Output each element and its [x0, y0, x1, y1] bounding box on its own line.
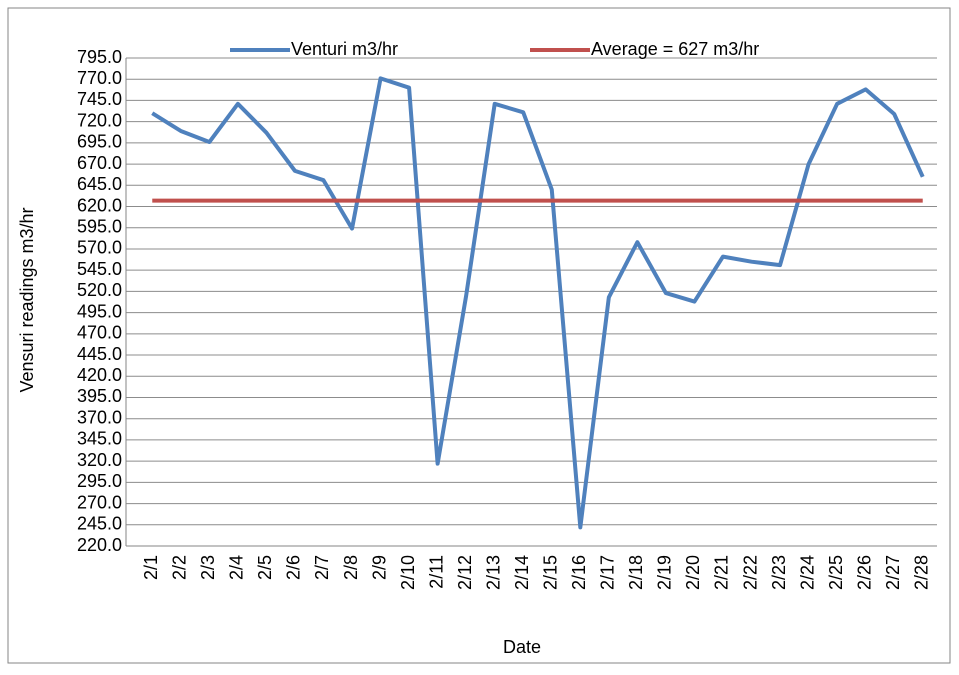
- y-tick-label: 645.0: [77, 174, 122, 194]
- x-tick-label: 2/27: [883, 555, 903, 590]
- x-tick-label: 2/4: [227, 555, 247, 580]
- x-axis-label: Date: [503, 637, 541, 657]
- x-tick-label: 2/6: [284, 555, 304, 580]
- y-tick-label: 395.0: [77, 386, 122, 406]
- x-tick-label: 2/1: [141, 555, 161, 580]
- x-tick-label: 2/3: [198, 555, 218, 580]
- x-tick-label: 2/10: [398, 555, 418, 590]
- y-tick-label: 570.0: [77, 238, 122, 258]
- y-axis-label: Vensuri readings m3/hr: [17, 207, 37, 392]
- y-tick-label: 320.0: [77, 450, 122, 470]
- x-tick-label: 2/25: [826, 555, 846, 590]
- x-tick-label: 2/26: [854, 555, 874, 590]
- y-tick-label: 270.0: [77, 492, 122, 512]
- x-tick-label: 2/15: [541, 555, 561, 590]
- y-tick-label: 670.0: [77, 153, 122, 173]
- y-tick-label: 470.0: [77, 323, 122, 343]
- x-tick-label: 2/16: [569, 555, 589, 590]
- y-tick-label: 420.0: [77, 365, 122, 385]
- y-tick-label: 695.0: [77, 132, 122, 152]
- y-tick-label: 745.0: [77, 89, 122, 109]
- x-tick-label: 2/11: [426, 555, 446, 589]
- y-tick-label: 595.0: [77, 216, 122, 236]
- x-tick-label: 2/7: [312, 555, 332, 580]
- y-tick-label: 720.0: [77, 110, 122, 130]
- x-tick-label: 2/2: [170, 555, 190, 580]
- x-tick-label: 2/23: [769, 555, 789, 590]
- y-tick-label: 770.0: [77, 68, 122, 88]
- x-tick-label: 2/12: [455, 555, 475, 590]
- legend-label: Average = 627 m3/hr: [591, 39, 759, 59]
- x-tick-label: 2/9: [369, 555, 389, 580]
- x-tick-label: 2/5: [255, 555, 275, 580]
- x-tick-label: 2/19: [655, 555, 675, 590]
- x-tick-label: 2/17: [598, 555, 618, 590]
- y-tick-label: 445.0: [77, 344, 122, 364]
- x-tick-label: 2/20: [683, 555, 703, 590]
- x-tick-label: 2/21: [712, 555, 732, 590]
- y-tick-label: 295.0: [77, 471, 122, 491]
- y-tick-label: 220.0: [77, 535, 122, 555]
- y-tick-label: 620.0: [77, 195, 122, 215]
- y-tick-label: 245.0: [77, 514, 122, 534]
- x-tick-label: 2/28: [911, 555, 931, 590]
- chart-border: [7, 7, 951, 664]
- x-tick-label: 2/8: [341, 555, 361, 580]
- x-tick-label: 2/22: [740, 555, 760, 590]
- y-tick-label: 795.0: [77, 47, 122, 67]
- y-tick-label: 520.0: [77, 280, 122, 300]
- x-tick-label: 2/14: [512, 555, 532, 590]
- x-tick-label: 2/24: [797, 555, 817, 590]
- y-tick-label: 345.0: [77, 429, 122, 449]
- y-tick-label: 545.0: [77, 259, 122, 279]
- series-line: [151, 76, 925, 530]
- x-tick-label: 2/13: [483, 555, 503, 590]
- y-tick-label: 495.0: [77, 301, 122, 321]
- y-tick-label: 370.0: [77, 407, 122, 427]
- legend-label: Venturi m3/hr: [291, 39, 398, 59]
- x-tick-label: 2/18: [626, 555, 646, 590]
